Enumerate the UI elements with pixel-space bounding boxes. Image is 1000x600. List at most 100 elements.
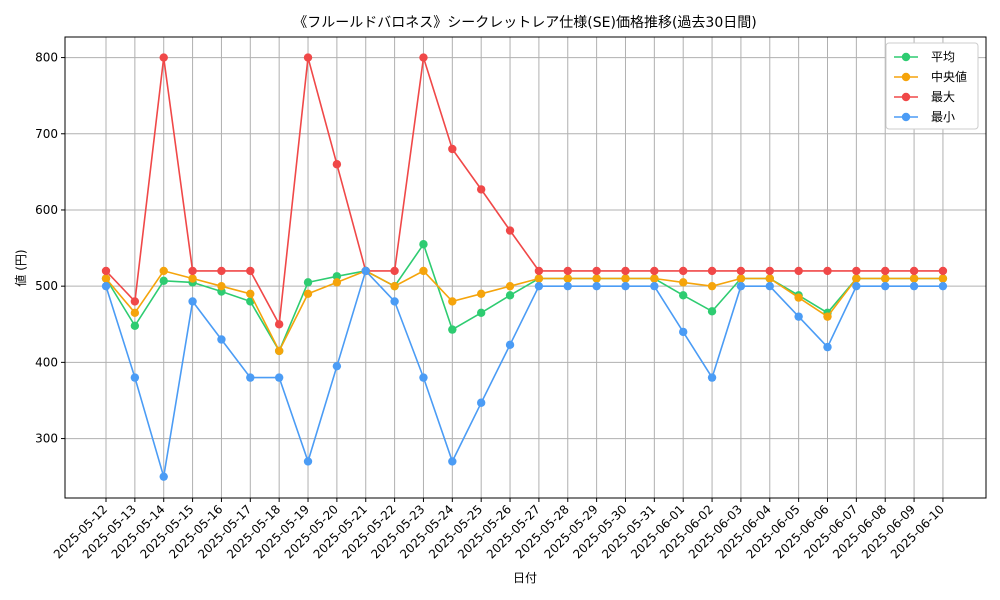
data-point — [592, 274, 601, 283]
y-tick-label: 700 — [35, 127, 58, 141]
data-point — [274, 320, 284, 329]
data-point — [303, 289, 313, 298]
data-point — [736, 266, 746, 276]
data-point — [419, 266, 428, 276]
data-point — [909, 274, 919, 283]
data-point — [650, 266, 659, 276]
data-point — [707, 307, 717, 316]
data-point — [650, 281, 659, 291]
data-point — [332, 361, 342, 371]
series-line — [105, 269, 943, 477]
data-point — [938, 281, 948, 291]
data-point — [679, 327, 688, 337]
data-point — [390, 266, 399, 276]
data-point — [159, 266, 168, 276]
data-point — [707, 266, 717, 276]
data-point — [650, 274, 659, 283]
legend-marker — [901, 92, 911, 102]
legend-label: 最小 — [931, 110, 955, 124]
y-tick-label: 400 — [35, 355, 58, 369]
data-point — [823, 312, 832, 321]
data-point — [505, 226, 515, 235]
data-point — [188, 266, 197, 276]
data-point — [274, 346, 284, 356]
data-point — [448, 144, 457, 154]
series-3 — [101, 266, 948, 481]
data-point — [390, 281, 399, 291]
data-point — [823, 266, 832, 276]
data-point — [881, 274, 890, 283]
data-point — [679, 291, 688, 300]
data-point — [274, 373, 284, 382]
data-point — [794, 312, 803, 321]
series-2 — [101, 53, 948, 329]
x-axis: 2025-05-122025-05-132025-05-142025-05-15… — [51, 498, 947, 561]
data-point — [938, 274, 948, 283]
legend-label: 中央値 — [931, 69, 967, 84]
data-point — [332, 160, 342, 169]
data-point — [303, 53, 313, 62]
series-line — [105, 57, 943, 327]
data-point — [505, 340, 515, 350]
data-point — [419, 240, 428, 249]
data-point — [534, 266, 544, 276]
data-point — [419, 373, 428, 382]
data-point — [909, 281, 919, 291]
data-point — [130, 321, 140, 330]
series-line — [105, 242, 943, 353]
series-line — [105, 269, 943, 353]
data-point — [217, 266, 226, 276]
data-point — [476, 398, 486, 407]
legend-marker — [901, 52, 911, 62]
data-point — [852, 266, 861, 276]
series-1 — [101, 266, 948, 356]
data-point — [765, 281, 774, 291]
data-point — [563, 266, 572, 276]
data-point — [852, 281, 861, 291]
data-point — [621, 274, 630, 283]
data-point — [794, 266, 803, 276]
data-point — [246, 266, 255, 276]
data-point — [332, 278, 342, 287]
data-point — [534, 274, 544, 283]
data-point — [852, 274, 861, 283]
data-point — [621, 266, 630, 276]
data-point — [505, 281, 515, 291]
data-point — [621, 281, 630, 291]
legend-marker — [901, 112, 911, 122]
data-point — [246, 289, 255, 298]
data-point — [765, 266, 774, 276]
data-point — [246, 373, 255, 382]
plot-frame — [64, 36, 987, 499]
data-point — [188, 297, 197, 306]
data-point — [736, 281, 746, 291]
data-point — [707, 281, 717, 291]
y-tick-label: 300 — [35, 432, 58, 446]
data-point — [217, 335, 226, 344]
data-point — [101, 281, 111, 291]
data-point — [448, 297, 457, 306]
data-point — [101, 274, 111, 283]
data-point — [419, 53, 428, 62]
data-point — [130, 308, 140, 318]
data-point — [679, 278, 688, 287]
x-axis-label: 日付 — [513, 571, 537, 585]
legend-label: 平均 — [931, 50, 955, 64]
legend-label: 最大 — [931, 90, 955, 104]
y-tick-label: 600 — [35, 203, 58, 217]
data-point — [303, 457, 313, 466]
data-point — [159, 276, 168, 286]
data-point — [101, 266, 111, 276]
data-point — [476, 308, 486, 318]
data-point — [679, 266, 688, 276]
data-point — [563, 281, 572, 291]
y-axis: 300 400 500 600 700 800 — [35, 51, 65, 446]
data-point — [794, 293, 803, 302]
y-tick-label: 800 — [35, 51, 58, 65]
data-point — [303, 278, 313, 287]
data-point — [130, 297, 140, 306]
data-point — [534, 281, 544, 291]
data-point — [505, 291, 515, 300]
